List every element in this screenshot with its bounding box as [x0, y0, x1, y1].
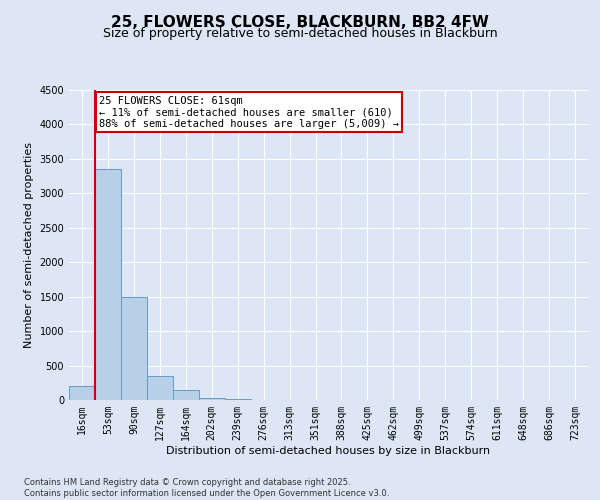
Y-axis label: Number of semi-detached properties: Number of semi-detached properties	[24, 142, 34, 348]
Bar	[173, 390, 199, 400]
Bar	[69, 386, 95, 400]
Bar	[121, 296, 147, 400]
Text: Contains HM Land Registry data © Crown copyright and database right 2025.
Contai: Contains HM Land Registry data © Crown c…	[24, 478, 389, 498]
Text: 25 FLOWERS CLOSE: 61sqm
← 11% of semi-detached houses are smaller (610)
88% of s: 25 FLOWERS CLOSE: 61sqm ← 11% of semi-de…	[99, 96, 399, 128]
Bar	[147, 376, 173, 400]
Text: Size of property relative to semi-detached houses in Blackburn: Size of property relative to semi-detach…	[103, 28, 497, 40]
Bar	[199, 398, 224, 400]
Text: 25, FLOWERS CLOSE, BLACKBURN, BB2 4FW: 25, FLOWERS CLOSE, BLACKBURN, BB2 4FW	[111, 15, 489, 30]
X-axis label: Distribution of semi-detached houses by size in Blackburn: Distribution of semi-detached houses by …	[166, 446, 491, 456]
Bar	[95, 169, 121, 400]
